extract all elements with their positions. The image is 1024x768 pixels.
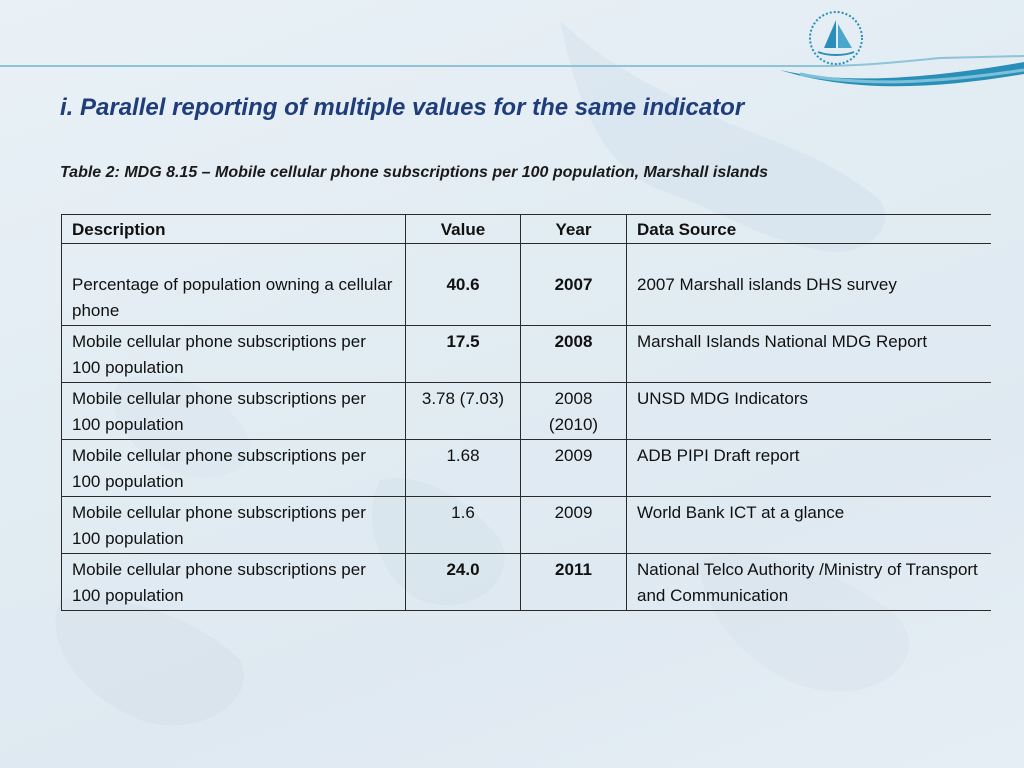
row-year: 2008 (2010) [520,382,627,440]
row-source: 2007 Marshall islands DHS survey [626,243,991,326]
row-source: Marshall Islands National MDG Report [626,325,991,383]
header-source: Data Source [626,214,991,244]
row-value: 17.5 [405,325,521,383]
table-row: Mobile cellular phone subscriptions per … [61,496,991,554]
row-year: 2009 [520,496,627,554]
header-swoosh [0,55,1024,87]
row-value: 24.0 [405,553,521,611]
header-year: Year [520,214,627,244]
row-year: 2007 [520,243,627,326]
row-description: Mobile cellular phone subscriptions per … [61,439,406,497]
row-source: ADB PIPI Draft report [626,439,991,497]
row-value: 1.6 [405,496,521,554]
row-source: World Bank ICT at a glance [626,496,991,554]
row-source: UNSD MDG Indicators [626,382,991,440]
table-row: Percentage of population owning a cellul… [61,243,991,326]
sailboat-logo-icon [809,11,863,65]
row-description: Mobile cellular phone subscriptions per … [61,553,406,611]
table-row: Mobile cellular phone subscriptions per … [61,439,991,497]
table-row: Mobile cellular phone subscriptions per … [61,382,991,440]
row-year: 2008 [520,325,627,383]
row-description: Mobile cellular phone subscriptions per … [61,325,406,383]
row-value: 40.6 [405,243,521,326]
row-source: National Telco Authority /Ministry of Tr… [626,553,991,611]
header-description: Description [61,214,406,244]
slide-title: i. Parallel reporting of multiple values… [60,94,745,121]
table-header-row: Description Value Year Data Source [61,214,991,244]
row-value: 1.68 [405,439,521,497]
table-row: Mobile cellular phone subscriptions per … [61,325,991,383]
mdg-indicator-table: Description Value Year Data Source Perce… [61,214,991,611]
row-description: Mobile cellular phone subscriptions per … [61,382,406,440]
row-description: Mobile cellular phone subscriptions per … [61,496,406,554]
row-year: 2009 [520,439,627,497]
row-value: 3.78 (7.03) [405,382,521,440]
row-year: 2011 [520,553,627,611]
header-value: Value [405,214,521,244]
table-row: Mobile cellular phone subscriptions per … [61,553,991,611]
table-caption: Table 2: MDG 8.15 – Mobile cellular phon… [60,164,769,181]
row-description: Percentage of population owning a cellul… [61,243,406,326]
